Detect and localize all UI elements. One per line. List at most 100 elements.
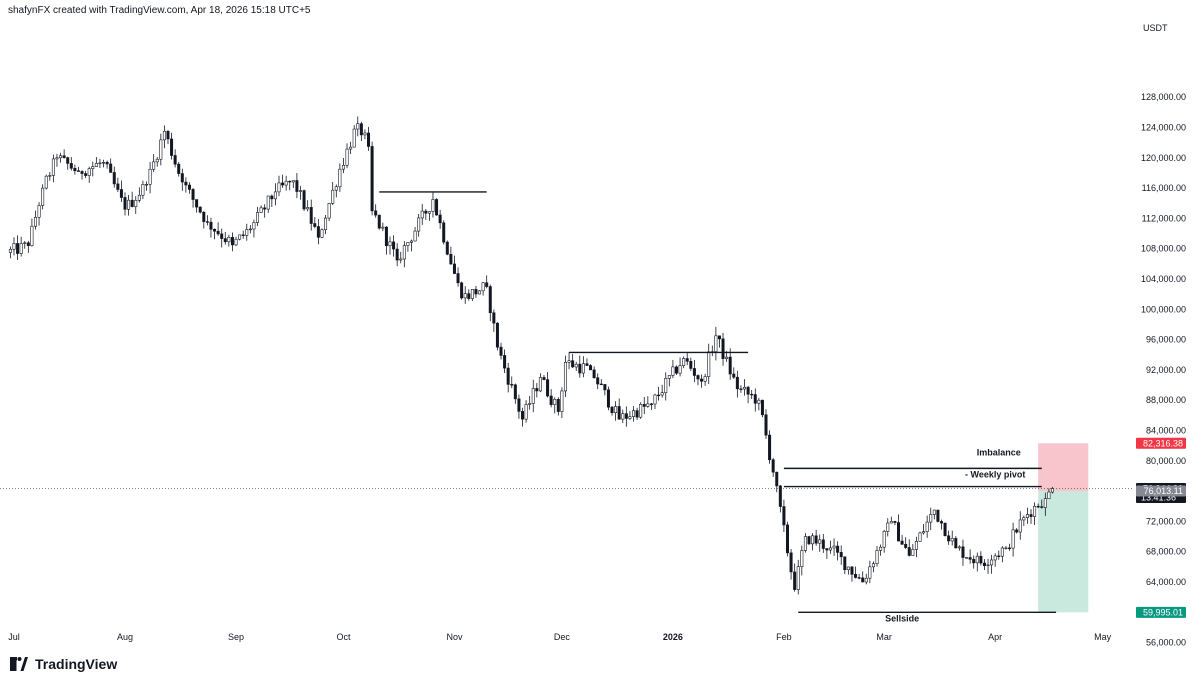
candle-body (531, 388, 535, 404)
candle-body (785, 524, 789, 554)
candle-body (574, 363, 578, 368)
candle-body (700, 378, 704, 382)
candle-body (968, 557, 972, 560)
candle-body (438, 214, 442, 224)
candle-body (281, 182, 285, 186)
x-tick-label: Feb (776, 632, 792, 642)
candle-body (284, 180, 288, 186)
candle-body (12, 243, 16, 250)
candle-body (69, 163, 73, 169)
candle-body (445, 241, 449, 255)
candle-body (660, 392, 664, 396)
candle-body (435, 199, 439, 216)
y-tick-label: 124,000.00 (1141, 123, 1186, 133)
candle-body (19, 243, 23, 254)
candle-body (743, 386, 747, 390)
price-axis-label: 76,013.11 (1136, 485, 1186, 497)
candle-body (606, 389, 610, 408)
candle-body (248, 228, 252, 231)
candle-body (732, 373, 736, 378)
y-tick-label: 80,000.00 (1146, 456, 1186, 466)
candle-body (259, 207, 263, 213)
candle-body (26, 242, 30, 246)
candle-body (91, 166, 95, 169)
candle-body (273, 191, 277, 200)
y-tick-label: 68,000.00 (1146, 547, 1186, 557)
candle-body (506, 367, 510, 385)
tradingview-logo: TradingView (8, 656, 117, 672)
candle-body (180, 173, 184, 183)
candle-body (345, 148, 349, 166)
candle-body (467, 293, 471, 299)
candle-body (692, 368, 696, 376)
candle-body (109, 163, 113, 173)
candle-body (1036, 505, 1040, 508)
y-tick-label: 56,000.00 (1146, 638, 1186, 648)
candle-body (889, 521, 893, 524)
candle-body (836, 545, 840, 553)
candle-body (821, 539, 825, 549)
candle-body (406, 242, 410, 246)
candle-body (341, 165, 345, 170)
candle-body (750, 393, 754, 396)
candle-body (334, 186, 338, 191)
candle-body (771, 459, 775, 473)
candle-body (23, 242, 27, 244)
candle-body (460, 282, 464, 299)
candle-body (854, 574, 858, 578)
candle-body (725, 356, 729, 359)
candle-body (474, 289, 478, 295)
candle-body (632, 410, 636, 417)
candle-body (814, 535, 818, 544)
candle-body (803, 536, 807, 551)
candle-body (148, 168, 152, 185)
candle-body (37, 205, 41, 218)
price-axis-label: 82,316.38 (1136, 437, 1186, 449)
candle-body (134, 200, 138, 207)
candle-body (1047, 491, 1051, 499)
candle-body (256, 212, 260, 223)
candle-body (327, 203, 331, 219)
candle-body (839, 552, 843, 558)
candle-body (184, 181, 188, 186)
candle-body (510, 384, 514, 386)
candle-body (395, 248, 399, 261)
candle-body (241, 234, 245, 236)
candle-body (936, 509, 940, 522)
candle-body (166, 130, 170, 140)
annotation-label: Imbalance (977, 447, 1021, 457)
candle-body (1008, 547, 1012, 550)
candle-body (911, 549, 915, 556)
candle-body (198, 206, 202, 213)
candle-body (470, 289, 474, 299)
candle-body (635, 410, 639, 418)
candle-body (639, 404, 643, 418)
candle-body (918, 532, 922, 542)
candle-body (59, 155, 63, 159)
candle-body (753, 394, 757, 404)
candle-body (1033, 505, 1037, 517)
candle-body (8, 248, 12, 253)
candle-body (216, 230, 220, 235)
candle-body (922, 531, 926, 534)
candle-body (818, 539, 822, 544)
candle-body (667, 375, 671, 379)
candle-body (144, 184, 148, 186)
candle-body (614, 406, 618, 413)
candle-body (481, 282, 485, 292)
candle-body (76, 170, 80, 172)
candle-body (549, 395, 553, 405)
candle-body (907, 547, 911, 556)
candle-body (904, 543, 908, 548)
candle-body (66, 157, 70, 164)
candle-body (367, 132, 371, 147)
candle-body (714, 335, 718, 352)
x-tick-label: Oct (336, 632, 351, 642)
candle-body (932, 509, 936, 515)
candle-body (979, 555, 983, 564)
candle-body (141, 184, 145, 196)
candle-body (44, 175, 48, 189)
candle-body (41, 187, 45, 206)
candle-body (48, 175, 52, 177)
